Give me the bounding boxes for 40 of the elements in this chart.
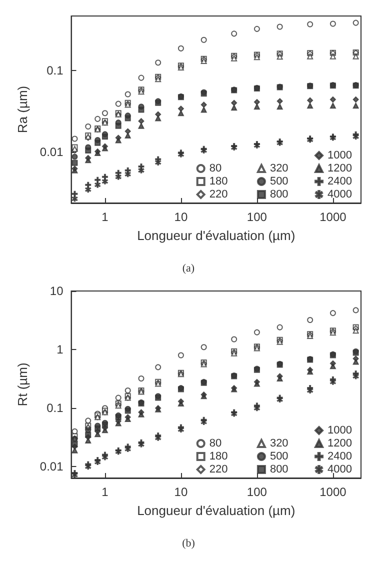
x-tick-label: 100 [246, 210, 268, 224]
x-axis-title: Longueur d'évaluation (µm) [137, 503, 296, 518]
x-tick-label: 1 [102, 210, 109, 224]
legend-label: 2400 [328, 450, 352, 462]
y-tick-label: 0.01 [40, 460, 64, 474]
legend-label: 2400 [328, 176, 352, 188]
legend-label: 800 [270, 188, 288, 200]
legend-label: 4000 [328, 188, 352, 200]
y-tick-label: 10 [50, 284, 64, 298]
x-tick-label: 10 [174, 485, 188, 499]
legend-label: 1000 [328, 150, 352, 162]
legend-label: 320 [270, 162, 288, 174]
legend-label: 180 [209, 176, 228, 188]
text: (a) [182, 262, 195, 274]
legend-label: 180 [209, 450, 228, 462]
legend-label: 80 [209, 162, 222, 174]
legend-label: 1200 [328, 162, 352, 174]
legend-label: 800 [270, 464, 288, 476]
legend-label: 500 [270, 176, 288, 188]
y-axis-title: Ra (µm) [15, 86, 30, 134]
x-tick-label: 10 [174, 210, 188, 224]
legend-label: 1000 [328, 424, 352, 436]
y-tick-label: 0.1 [46, 401, 64, 416]
legend-label: 220 [209, 188, 228, 200]
legend-label: 320 [270, 438, 288, 450]
y-tick-label: 1 [56, 342, 64, 357]
x-tick-label: 1000 [320, 485, 347, 499]
y-tick-label: 0.01 [40, 145, 64, 160]
x-axis-title: Longueur d'évaluation (µm) [137, 228, 296, 243]
text: (b) [182, 538, 196, 550]
x-tick-label: 1000 [320, 210, 347, 224]
legend-label: 500 [270, 450, 288, 462]
legend-label: 4000 [328, 464, 352, 476]
x-tick-label: 1 [102, 485, 109, 499]
y-axis-title: Rt (µm) [15, 362, 30, 406]
y-tick-label: 0.1 [46, 63, 64, 78]
legend-label: 220 [209, 464, 228, 476]
legend-label: 80 [209, 438, 222, 450]
x-tick-label: 100 [246, 485, 268, 499]
legend-label: 1200 [328, 438, 352, 450]
